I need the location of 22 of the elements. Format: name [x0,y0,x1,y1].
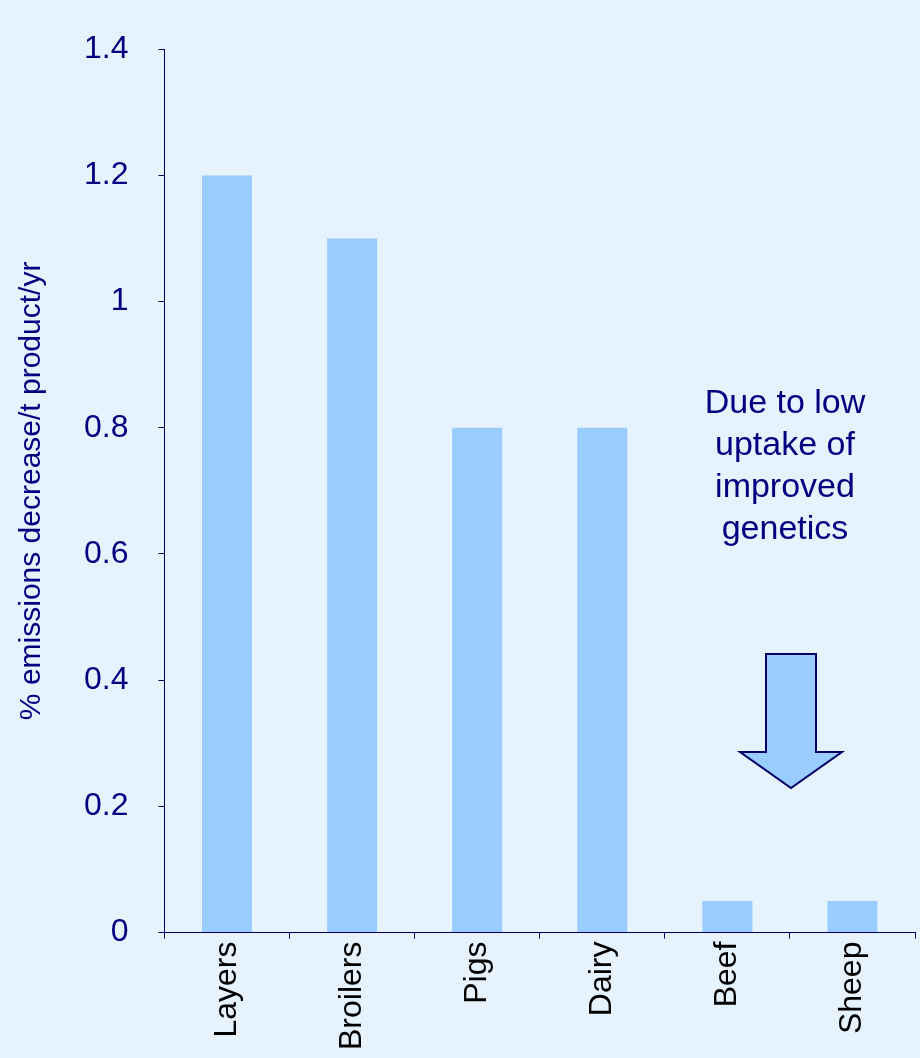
bar [702,900,753,933]
annotation: Due to low uptake of improved genetics [703,381,867,548]
bar [827,900,878,933]
y-tick-label: 0.8 [84,407,129,444]
y-tick-label: 1.4 [84,29,129,66]
x-tick-label: Layers [206,941,243,1038]
x-tick-label: Beef [707,941,744,1008]
x-tick-label: Broilers [331,941,368,1050]
y-tick-label: 1 [110,281,129,318]
y-axis-title: % emissions decrease/t product/yr [13,261,47,721]
y-tick-label: 0.6 [84,533,129,570]
y-tick-label: 0 [110,912,129,949]
bar [327,238,378,933]
y-tick-label: 0.2 [84,786,129,823]
y-tick-label: 0.4 [84,659,129,696]
x-tick-label: Sheep [832,941,869,1035]
y-tick-label: 1.2 [84,155,129,192]
x-tick-label: Pigs [457,941,494,1004]
bar [452,427,503,933]
bar [202,175,253,933]
x-tick-label: Dairy [582,941,619,1017]
bar [577,427,628,933]
